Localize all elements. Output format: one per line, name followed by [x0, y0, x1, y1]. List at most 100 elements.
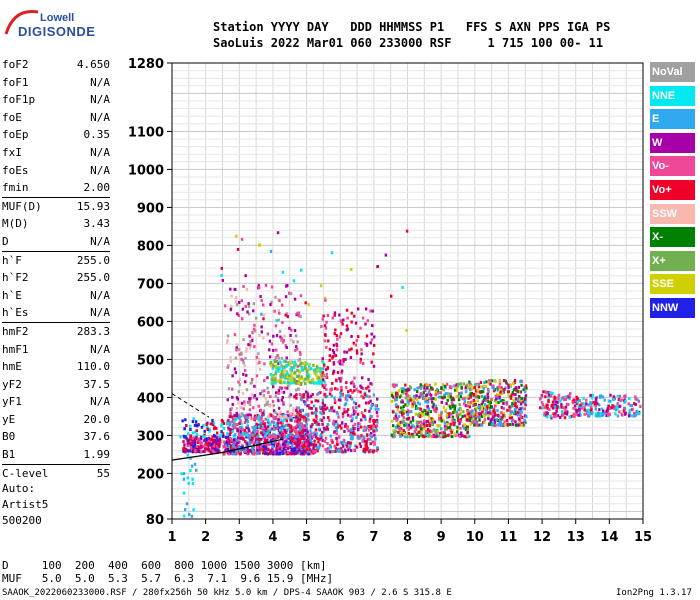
data-point [568, 415, 571, 419]
data-point [239, 414, 243, 418]
auto-code: 500200 [2, 514, 42, 527]
data-point [466, 386, 470, 390]
data-point [235, 446, 239, 450]
data-point [602, 412, 605, 416]
data-point [440, 387, 443, 391]
data-point [335, 429, 339, 433]
data-point [289, 412, 293, 416]
data-point [312, 443, 316, 447]
param-row: yF2 37.5 [2, 376, 110, 394]
data-point [262, 313, 266, 317]
data-point [287, 414, 290, 418]
data-point [483, 415, 486, 419]
param-value: 55 [96, 466, 110, 480]
data-point [336, 412, 339, 416]
data-point [291, 426, 294, 430]
data-point [344, 357, 347, 361]
data-point [610, 406, 613, 410]
data-point [305, 412, 308, 416]
data-point [281, 303, 284, 307]
data-point [509, 395, 512, 399]
data-point [512, 382, 515, 386]
data-point [319, 391, 322, 395]
data-point [293, 394, 297, 398]
data-point [236, 438, 239, 442]
data-point [234, 300, 238, 304]
data-point [406, 412, 409, 416]
param-name: foF1 [2, 75, 29, 89]
data-point [634, 413, 638, 417]
data-point [242, 338, 245, 342]
data-point [278, 412, 281, 416]
data-point [438, 424, 442, 428]
data-point [258, 445, 261, 449]
data-point [401, 398, 404, 402]
data-point [470, 414, 474, 418]
data-point [300, 366, 304, 370]
data-point [237, 415, 240, 419]
data-point [510, 416, 514, 420]
data-point [634, 403, 637, 407]
data-point [301, 424, 304, 428]
data-point [252, 430, 255, 434]
data-point [313, 439, 316, 443]
data-point [275, 334, 279, 338]
data-point [424, 409, 427, 413]
data-point [288, 326, 291, 330]
data-point [280, 390, 283, 394]
data-point [350, 334, 353, 338]
data-point [269, 413, 272, 417]
data-point [470, 416, 474, 420]
data-point [191, 443, 194, 447]
data-point [296, 410, 299, 414]
data-point [289, 432, 292, 436]
data-point [259, 445, 263, 449]
data-point [307, 303, 310, 307]
data-point [440, 433, 443, 437]
data-point [289, 393, 293, 397]
x-tick-label: 15 [634, 530, 652, 545]
data-point [248, 346, 252, 350]
x-tick-label: 9 [437, 530, 446, 545]
data-point [514, 407, 517, 411]
data-point [335, 348, 339, 352]
data-point [252, 433, 255, 437]
data-point [289, 425, 292, 429]
data-point [446, 433, 450, 437]
data-point [331, 349, 335, 353]
y-tick-label: 500 [137, 353, 164, 368]
data-point [545, 415, 549, 419]
data-point [284, 414, 287, 418]
data-point [614, 412, 617, 416]
data-point [323, 363, 326, 367]
data-point [480, 385, 484, 389]
data-point [334, 387, 337, 391]
data-point [333, 444, 336, 448]
data-point [301, 377, 304, 381]
data-point [182, 447, 185, 451]
data-point [285, 419, 289, 423]
data-point [196, 448, 199, 452]
data-point [492, 409, 495, 413]
data-point [269, 360, 273, 364]
data-point [356, 425, 360, 429]
data-point [373, 433, 376, 437]
data-point [298, 392, 302, 396]
data-point [182, 472, 186, 476]
data-point [613, 406, 616, 410]
data-point [516, 390, 520, 394]
data-point [468, 415, 472, 419]
data-point [552, 398, 556, 402]
data-point [435, 434, 439, 438]
data-point [467, 400, 470, 404]
data-point [295, 429, 298, 433]
data-point [337, 435, 341, 439]
data-point [409, 397, 412, 401]
data-point [282, 365, 286, 369]
data-point [486, 405, 489, 409]
param-row: hmE 110.0 [2, 358, 110, 376]
data-point [313, 370, 316, 374]
data-point [392, 429, 395, 433]
data-point [460, 391, 463, 395]
data-point [261, 427, 264, 431]
